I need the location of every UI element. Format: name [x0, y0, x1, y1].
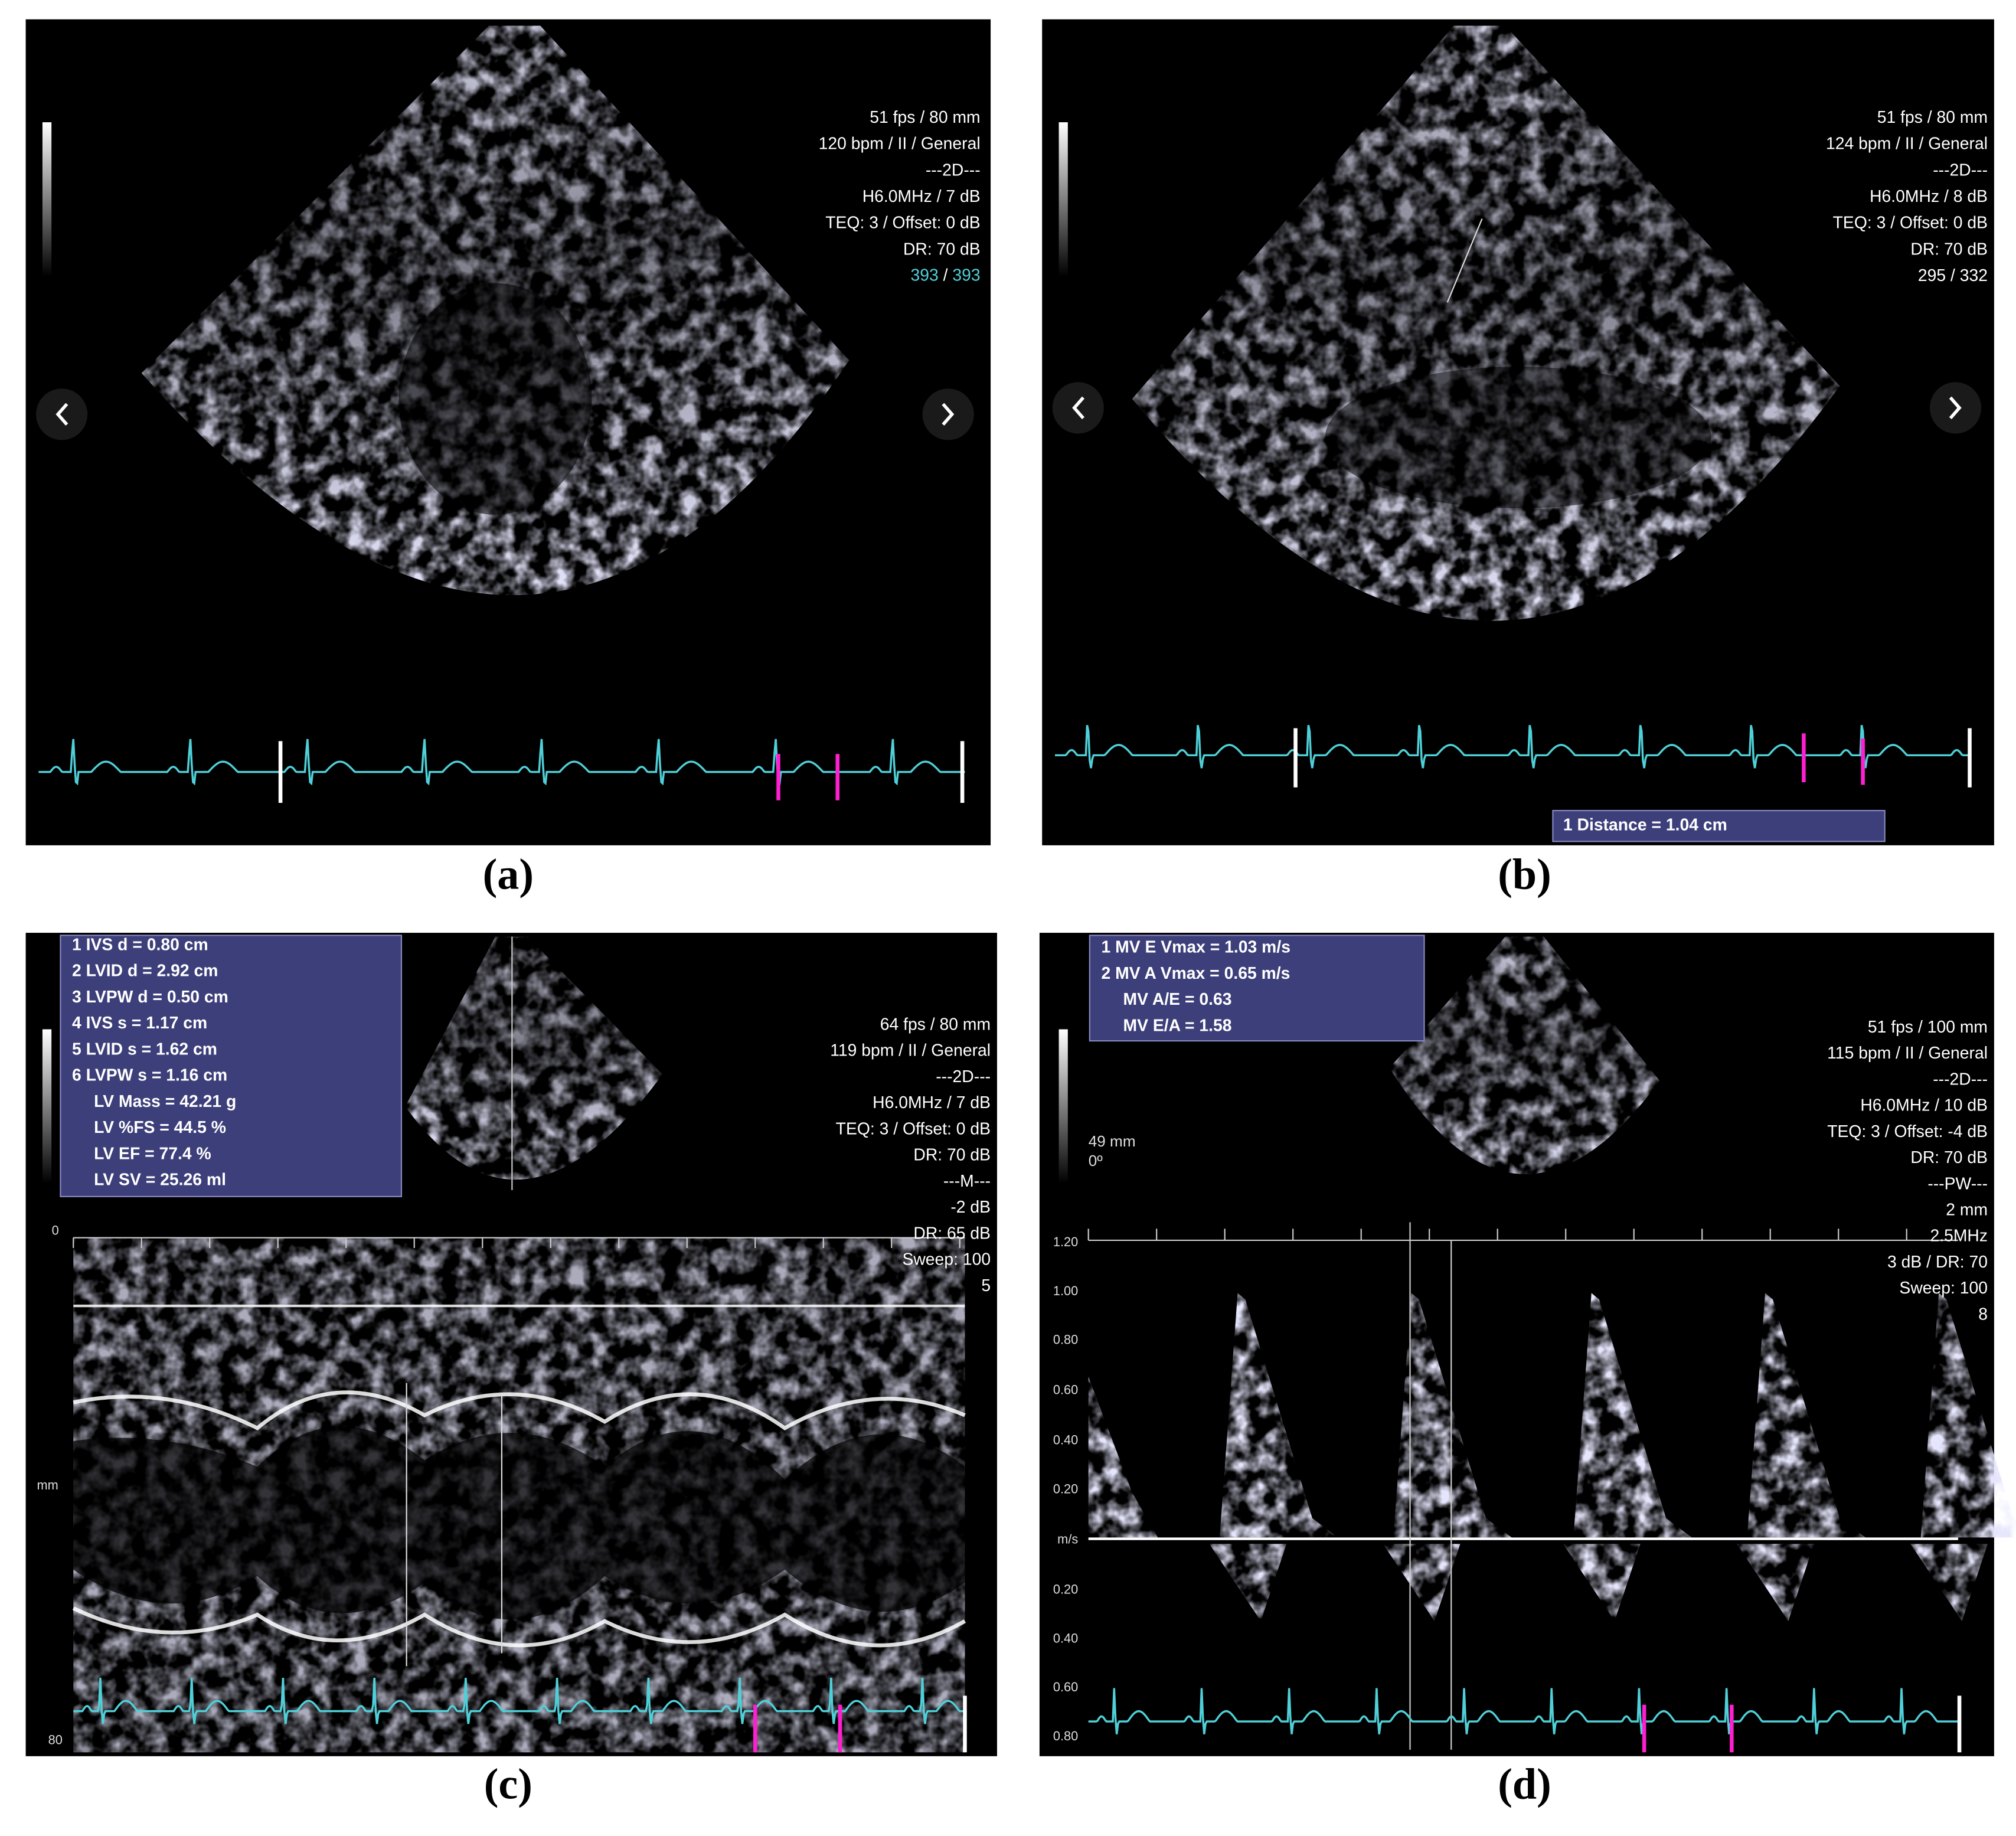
info-line: -2 dB [950, 1198, 991, 1217]
info-line: ---2D--- [926, 161, 981, 179]
measurement: LV EF = 77.4 % [94, 1144, 211, 1163]
info-line: ---2D--- [1933, 161, 1988, 179]
panel-label: (a) [483, 851, 534, 899]
measurement-box [60, 935, 403, 1197]
measurement: 2 LVID d = 2.92 cm [72, 962, 218, 981]
counter-part: 393 [952, 266, 980, 285]
info-line: ---2D--- [936, 1067, 991, 1086]
depth-label: mm [37, 1478, 58, 1492]
scale-label: 1.00 [1053, 1283, 1078, 1298]
info-line: 51 fps / 80 mm [870, 108, 980, 127]
info-line: 51 fps / 80 mm [1877, 108, 1988, 127]
frame-counter: 393 / 393 [910, 266, 980, 285]
ecg-trace [1088, 1688, 1958, 1734]
nav-button[interactable] [1929, 382, 1982, 434]
chamber [398, 283, 592, 515]
measurement: MV A/E = 0.63 [1123, 990, 1232, 1009]
depth-label: 0 [52, 1223, 59, 1237]
distance-caliper [1446, 218, 1483, 303]
ecg [38, 724, 1972, 1753]
chamber [1325, 367, 1711, 508]
measurement: 1 IVS d = 0.80 cm [72, 935, 208, 954]
counter-part: 393 [910, 266, 938, 285]
info-line: DR: 65 dB [913, 1224, 991, 1243]
scale-label: 1.20 [1053, 1234, 1078, 1249]
info-line: 2.5MHz [1930, 1227, 1988, 1246]
gray-bar [1058, 122, 1068, 277]
measurement: 2 MV A Vmax = 0.65 m/s [1102, 964, 1290, 983]
measurement-box [1552, 809, 1886, 842]
info-line: DR: 70 dB [1910, 240, 1988, 259]
measurement-box [1089, 935, 1425, 1042]
ecg-trace [38, 739, 965, 786]
measurement: 3 LVPW d = 0.50 cm [72, 988, 228, 1007]
measurement: LV SV = 25.26 ml [94, 1171, 226, 1190]
info-line: H6.0MHz / 7 dB [873, 1093, 991, 1112]
panel-label: (b) [1498, 851, 1551, 899]
scale-label: 0.20 [1053, 1582, 1078, 1596]
info-line: 2 mm [1946, 1200, 1988, 1219]
scale-label: 0.80 [1053, 1729, 1078, 1743]
panel-label: (d) [1498, 1760, 1551, 1808]
overlay-text: (a) (b) (c) (d) 51 fps / 80 mm 120 bpm / II /… [37, 108, 1988, 1808]
info-line: 51 fps / 100 mm [1868, 1018, 1988, 1037]
measurement: LV %FS = 44.5 % [94, 1118, 226, 1137]
gray-bar [42, 122, 52, 277]
scale-label: 0.20 [1053, 1481, 1078, 1496]
info-line: DR: 70 dB [903, 240, 981, 259]
info-line: 120 bpm / II / General [819, 135, 981, 153]
info-line: 115 bpm / II / General [1827, 1044, 1988, 1063]
measurement: MV E/A = 1.58 [1123, 1016, 1232, 1035]
info-line: H6.0MHz / 8 dB [1870, 187, 1988, 206]
info-line: 64 fps / 80 mm [880, 1015, 991, 1034]
info-line: 8 [1978, 1305, 1988, 1324]
info-line: TEQ: 3 / Offset: 0 dB [836, 1119, 991, 1138]
info-line: 124 bpm / II / General [1826, 135, 1988, 153]
gate-label: 0º [1089, 1152, 1103, 1169]
measurement: 1 MV E Vmax = 1.03 m/s [1102, 938, 1290, 957]
measurement: 5 LVID s = 1.62 cm [72, 1040, 217, 1059]
depth-label: 80 [48, 1732, 63, 1747]
info-line: ---M--- [943, 1172, 991, 1191]
scale-label: 0.40 [1053, 1631, 1078, 1645]
info-line: TEQ: 3 / Offset: -4 dB [1827, 1122, 1988, 1141]
info-line: 5 [981, 1276, 991, 1295]
nav-button[interactable] [1052, 382, 1104, 434]
ecg-trace [1055, 724, 1969, 769]
info-line: DR: 70 dB [913, 1146, 991, 1165]
info-line: 295 / 332 [1918, 266, 1988, 285]
panel-label: (c) [484, 1760, 532, 1808]
scale-label: 0.40 [1053, 1433, 1078, 1448]
gray-bar [42, 1029, 52, 1184]
info-line: Sweep: 100 [902, 1250, 991, 1269]
info-line: TEQ: 3 / Offset: 0 dB [1833, 214, 1988, 233]
counter-part: / [943, 266, 948, 285]
measurement: 4 IVS s = 1.17 cm [72, 1014, 207, 1033]
info-line: TEQ: 3 / Offset: 0 dB [825, 214, 980, 233]
nav-button[interactable] [36, 388, 88, 440]
info-line: H6.0MHz / 7 dB [862, 187, 981, 206]
m-mode-cavity [73, 1426, 965, 1620]
nav-button[interactable] [922, 388, 974, 440]
info-line: H6.0MHz / 10 dB [1860, 1096, 1988, 1115]
measurement: 6 LVPW s = 1.16 cm [72, 1066, 227, 1085]
info-line: 119 bpm / II / General [830, 1041, 991, 1060]
distance-measurement: 1 Distance = 1.04 cm [1563, 816, 1727, 835]
scale-label: 0.80 [1053, 1332, 1078, 1347]
scale-label: m/s [1057, 1531, 1078, 1546]
gate-label: 49 mm [1089, 1132, 1136, 1150]
info-line: 3 dB / DR: 70 [1887, 1253, 1988, 1272]
scale-label: 0.60 [1053, 1383, 1078, 1397]
info-line: DR: 70 dB [1910, 1148, 1988, 1167]
info-line: ---PW--- [1927, 1174, 1988, 1193]
gray-bar [1058, 1029, 1068, 1184]
m-mode-echo [72, 1304, 966, 1648]
measurement: LV Mass = 42.21 g [94, 1092, 236, 1111]
scale-label: 0.60 [1053, 1680, 1078, 1694]
info-line: Sweep: 100 [1899, 1279, 1988, 1298]
info-line: ---2D--- [1933, 1070, 1988, 1089]
ecg-trace [73, 1678, 965, 1724]
